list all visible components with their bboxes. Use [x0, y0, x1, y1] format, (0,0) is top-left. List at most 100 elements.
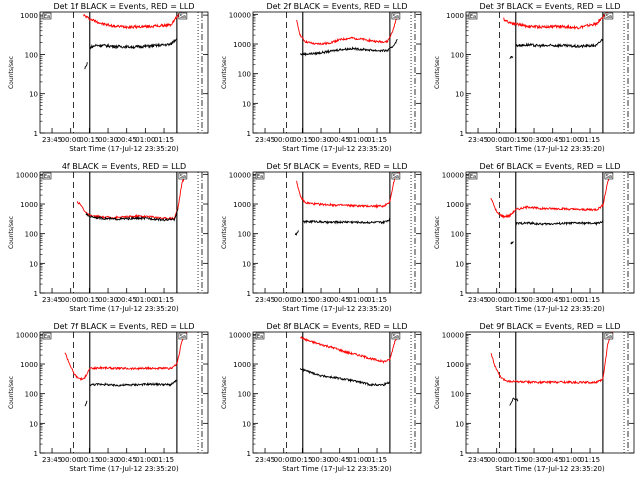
chart-title: Det 9f BLACK = Events, RED = LLD — [479, 322, 620, 331]
y-tick-label: 100 — [451, 51, 464, 59]
chart-title: Det 1f BLACK = Events, RED = LLD — [53, 2, 194, 11]
x-tick-label: 00:15 — [505, 456, 525, 464]
chart-panel: Det 1f BLACK = Events, RED = LLD 1 10 100 10… — [0, 0, 213, 160]
y-tick-label: 1000 — [446, 201, 464, 209]
y-tick-label: 10 — [242, 260, 251, 268]
x-axis-label: Start Time (17-Jul-12 23:35:20) — [282, 305, 392, 313]
x-tick-label: 00:00 — [487, 136, 507, 144]
marker-label: Ea — [44, 334, 50, 340]
events-series-line — [509, 55, 514, 59]
chart-svg: Det 1f BLACK = Events, RED = LLD 1 10 100 10… — [8, 2, 209, 153]
y-tick-label: 1000 — [233, 41, 251, 49]
lld-series-line — [296, 171, 401, 209]
y-tick-label: 10000 — [442, 331, 464, 339]
x-tick-label: 00:15 — [79, 456, 99, 464]
y-axis-label: Counts/sec — [434, 376, 441, 409]
chart-title: Det 7f BLACK = Events, RED = LLD — [53, 322, 194, 331]
chart-panel: Det 6f BLACK = Events, RED = LLD 1 10 100 10… — [426, 160, 639, 320]
x-tick-label: 23:45 — [42, 296, 62, 304]
marker-label: Sa — [180, 334, 186, 340]
plot-frame — [252, 331, 422, 454]
x-axis-label: Start Time (17-Jul-12 23:35:20) — [282, 465, 392, 473]
events-series-line — [302, 217, 391, 225]
chart-svg: Det 6f BLACK = Events, RED = LLD 1 10 100 10… — [434, 162, 635, 313]
events-series-line — [89, 379, 178, 388]
x-tick-label: 01:15 — [580, 136, 600, 144]
x-tick-label: 00:45 — [330, 296, 350, 304]
x-tick-label: 01:00 — [561, 456, 581, 464]
x-tick-label: 23:45 — [468, 136, 488, 144]
x-tick-label: 00:30 — [311, 136, 331, 144]
y-tick-label: 1 — [34, 130, 38, 138]
chart-panel: Det 9f BLACK = Events, RED = LLD 1 10 100 10… — [426, 320, 639, 480]
marker-box — [255, 332, 265, 340]
y-tick-label: 1 — [460, 130, 464, 138]
x-tick-label: 00:00 — [61, 136, 81, 144]
x-tick-label: 00:00 — [487, 296, 507, 304]
events-series-line — [294, 230, 299, 236]
y-tick-label: 10000 — [16, 331, 38, 339]
x-tick-label: 00:00 — [61, 296, 81, 304]
chart-svg: Det 9f BLACK = Events, RED = LLD 1 10 100 10… — [434, 322, 635, 473]
x-axis-label: Start Time (17-Jul-12 23:35:20) — [69, 305, 179, 313]
y-tick-label: 100 — [25, 231, 38, 239]
x-axis-label: Start Time (17-Jul-12 23:35:20) — [495, 465, 605, 473]
chart-panel: 4f BLACK = Events, RED = LLD 1 10 100 1000 10… — [0, 160, 213, 320]
marker-box — [391, 172, 401, 180]
marker-label: Ea — [257, 334, 263, 340]
marker-label: Ea — [470, 14, 476, 20]
x-tick-label: 01:00 — [348, 136, 368, 144]
x-tick-label: 01:15 — [580, 456, 600, 464]
y-axis-label: Counts/sec — [434, 56, 441, 89]
plot-frame — [39, 11, 209, 134]
lld-series-line — [490, 172, 614, 219]
y-axis-label: Counts/sec — [434, 216, 441, 249]
marker-box — [255, 172, 265, 180]
x-tick-label: 01:00 — [348, 296, 368, 304]
y-tick-label: 100 — [451, 391, 464, 399]
x-tick-label: 00:15 — [292, 456, 312, 464]
lld-series-line — [83, 12, 182, 30]
x-tick-label: 00:45 — [330, 456, 350, 464]
x-tick-label: 00:45 — [117, 296, 137, 304]
events-series-line — [509, 397, 519, 406]
x-tick-label: 00:00 — [274, 136, 294, 144]
x-tick-label: 00:30 — [311, 296, 331, 304]
events-series-line — [299, 38, 398, 57]
chart-panel: Det 2f BLACK = Events, RED = LLD 1 10 100 10… — [213, 0, 426, 160]
y-tick-label: 1000 — [233, 361, 251, 369]
chart-title: 4f BLACK = Events, RED = LLD — [62, 162, 186, 171]
x-tick-label: 00:00 — [274, 456, 294, 464]
x-tick-label: 00:45 — [543, 136, 563, 144]
y-tick-label: 1 — [34, 290, 38, 298]
marker-box — [178, 332, 188, 340]
y-axis-label: Counts/sec — [221, 56, 228, 89]
y-axis-label: Counts/sec — [221, 216, 228, 249]
marker-box — [178, 12, 188, 20]
marker-label: Sa — [606, 334, 612, 340]
x-axis-label: Start Time (17-Jul-12 23:35:20) — [282, 145, 392, 153]
x-tick-label: 01:00 — [561, 136, 581, 144]
y-tick-label: 10 — [29, 420, 38, 428]
x-tick-label: 00:45 — [543, 296, 563, 304]
marker-label: Sa — [180, 14, 186, 20]
y-tick-label: 100 — [238, 71, 251, 79]
chart-title: Det 2f BLACK = Events, RED = LLD — [266, 2, 407, 11]
y-tick-label: 10000 — [229, 11, 251, 19]
y-tick-label: 10000 — [229, 331, 251, 339]
x-tick-label: 01:15 — [580, 296, 600, 304]
marker-box — [468, 12, 478, 20]
x-tick-label: 01:15 — [367, 136, 387, 144]
plot-frame — [39, 331, 209, 454]
x-tick-label: 00:30 — [98, 296, 118, 304]
y-tick-label: 100 — [25, 391, 38, 399]
marker-box — [391, 332, 401, 340]
chart-svg: 4f BLACK = Events, RED = LLD 1 10 100 1000 10… — [8, 162, 209, 313]
x-axis-label: Start Time (17-Jul-12 23:35:20) — [495, 145, 605, 153]
y-tick-label: 100 — [25, 51, 38, 59]
y-tick-label: 1000 — [446, 361, 464, 369]
y-tick-label: 1 — [247, 290, 251, 298]
plot-frame — [465, 331, 635, 454]
lld-series-line — [64, 331, 188, 382]
x-tick-label: 23:45 — [255, 136, 275, 144]
